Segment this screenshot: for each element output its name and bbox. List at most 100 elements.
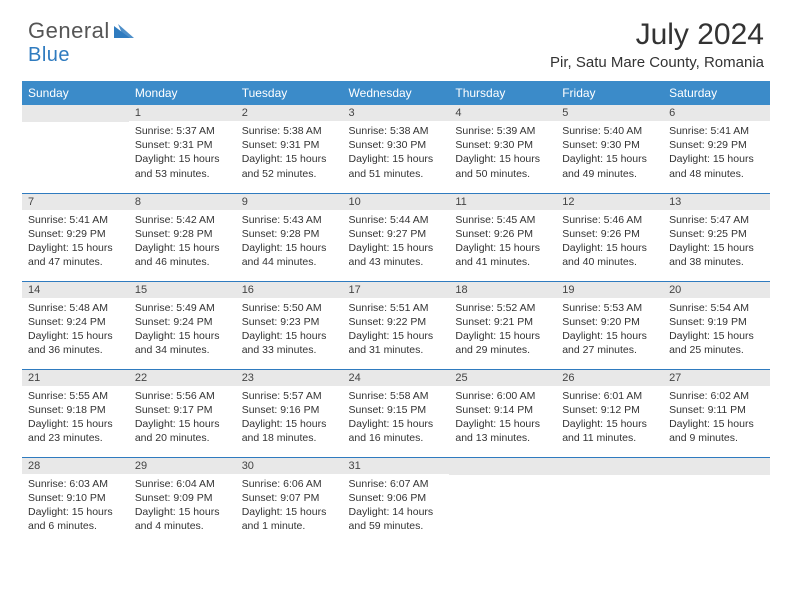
day-number: 4 — [449, 105, 556, 121]
day-number: 16 — [236, 282, 343, 298]
daylight-line: Daylight: 15 hours and 41 minutes. — [455, 241, 550, 269]
sunrise-line: Sunrise: 6:04 AM — [135, 477, 230, 491]
daylight-line: Daylight: 15 hours and 49 minutes. — [562, 152, 657, 180]
sunset-line: Sunset: 9:09 PM — [135, 491, 230, 505]
sunset-line: Sunset: 9:14 PM — [455, 403, 550, 417]
day-number: 20 — [663, 282, 770, 298]
weekday-header: Friday — [556, 81, 663, 105]
day-details: Sunrise: 6:03 AMSunset: 9:10 PMDaylight:… — [22, 474, 129, 538]
calendar-day-cell: 3Sunrise: 5:38 AMSunset: 9:30 PMDaylight… — [343, 105, 450, 193]
sunset-line: Sunset: 9:28 PM — [242, 227, 337, 241]
sunrise-line: Sunrise: 6:06 AM — [242, 477, 337, 491]
calendar-empty-cell — [449, 457, 556, 545]
day-details: Sunrise: 5:39 AMSunset: 9:30 PMDaylight:… — [449, 121, 556, 185]
daylight-line: Daylight: 15 hours and 25 minutes. — [669, 329, 764, 357]
day-number: 27 — [663, 370, 770, 386]
day-number — [22, 105, 129, 122]
calendar-day-cell: 20Sunrise: 5:54 AMSunset: 9:19 PMDayligh… — [663, 281, 770, 369]
day-details: Sunrise: 5:38 AMSunset: 9:30 PMDaylight:… — [343, 121, 450, 185]
daylight-line: Daylight: 15 hours and 1 minute. — [242, 505, 337, 533]
daylight-line: Daylight: 15 hours and 51 minutes. — [349, 152, 444, 180]
day-details: Sunrise: 5:38 AMSunset: 9:31 PMDaylight:… — [236, 121, 343, 185]
daylight-line: Daylight: 15 hours and 6 minutes. — [28, 505, 123, 533]
calendar-day-cell: 22Sunrise: 5:56 AMSunset: 9:17 PMDayligh… — [129, 369, 236, 457]
calendar-week-row: 7Sunrise: 5:41 AMSunset: 9:29 PMDaylight… — [22, 193, 770, 281]
weekday-header: Tuesday — [236, 81, 343, 105]
daylight-line: Daylight: 15 hours and 47 minutes. — [28, 241, 123, 269]
day-number: 31 — [343, 458, 450, 474]
sunset-line: Sunset: 9:06 PM — [349, 491, 444, 505]
sunrise-line: Sunrise: 5:58 AM — [349, 389, 444, 403]
calendar-day-cell: 7Sunrise: 5:41 AMSunset: 9:29 PMDaylight… — [22, 193, 129, 281]
sunrise-line: Sunrise: 5:54 AM — [669, 301, 764, 315]
sunrise-line: Sunrise: 5:49 AM — [135, 301, 230, 315]
day-number: 17 — [343, 282, 450, 298]
day-details: Sunrise: 6:07 AMSunset: 9:06 PMDaylight:… — [343, 474, 450, 538]
calendar-day-cell: 18Sunrise: 5:52 AMSunset: 9:21 PMDayligh… — [449, 281, 556, 369]
calendar-day-cell: 24Sunrise: 5:58 AMSunset: 9:15 PMDayligh… — [343, 369, 450, 457]
daylight-line: Daylight: 14 hours and 59 minutes. — [349, 505, 444, 533]
calendar-week-row: 14Sunrise: 5:48 AMSunset: 9:24 PMDayligh… — [22, 281, 770, 369]
sunset-line: Sunset: 9:18 PM — [28, 403, 123, 417]
daylight-line: Daylight: 15 hours and 13 minutes. — [455, 417, 550, 445]
sunrise-line: Sunrise: 5:38 AM — [349, 124, 444, 138]
daylight-line: Daylight: 15 hours and 43 minutes. — [349, 241, 444, 269]
sunset-line: Sunset: 9:23 PM — [242, 315, 337, 329]
calendar-day-cell: 31Sunrise: 6:07 AMSunset: 9:06 PMDayligh… — [343, 457, 450, 545]
sunrise-line: Sunrise: 6:02 AM — [669, 389, 764, 403]
sunrise-line: Sunrise: 6:01 AM — [562, 389, 657, 403]
title-block: July 2024 Pir, Satu Mare County, Romania — [550, 18, 764, 71]
sunset-line: Sunset: 9:21 PM — [455, 315, 550, 329]
calendar-day-cell: 12Sunrise: 5:46 AMSunset: 9:26 PMDayligh… — [556, 193, 663, 281]
day-number: 23 — [236, 370, 343, 386]
calendar-day-cell: 25Sunrise: 6:00 AMSunset: 9:14 PMDayligh… — [449, 369, 556, 457]
sunrise-line: Sunrise: 5:37 AM — [135, 124, 230, 138]
daylight-line: Daylight: 15 hours and 20 minutes. — [135, 417, 230, 445]
day-details: Sunrise: 5:51 AMSunset: 9:22 PMDaylight:… — [343, 298, 450, 362]
day-details: Sunrise: 5:55 AMSunset: 9:18 PMDaylight:… — [22, 386, 129, 450]
logo-sub: Blue — [28, 44, 70, 67]
daylight-line: Daylight: 15 hours and 31 minutes. — [349, 329, 444, 357]
day-number: 6 — [663, 105, 770, 121]
sunset-line: Sunset: 9:12 PM — [562, 403, 657, 417]
calendar-day-cell: 9Sunrise: 5:43 AMSunset: 9:28 PMDaylight… — [236, 193, 343, 281]
calendar-table: SundayMondayTuesdayWednesdayThursdayFrid… — [22, 81, 770, 545]
day-number: 1 — [129, 105, 236, 121]
daylight-line: Daylight: 15 hours and 52 minutes. — [242, 152, 337, 180]
calendar-day-cell: 16Sunrise: 5:50 AMSunset: 9:23 PMDayligh… — [236, 281, 343, 369]
day-number: 12 — [556, 194, 663, 210]
logo-word-blue: Blue — [28, 44, 70, 66]
day-details: Sunrise: 5:43 AMSunset: 9:28 PMDaylight:… — [236, 210, 343, 274]
logo: General — [28, 18, 138, 44]
daylight-line: Daylight: 15 hours and 29 minutes. — [455, 329, 550, 357]
day-number — [663, 458, 770, 475]
day-number: 29 — [129, 458, 236, 474]
calendar-day-cell: 11Sunrise: 5:45 AMSunset: 9:26 PMDayligh… — [449, 193, 556, 281]
sunrise-line: Sunrise: 5:44 AM — [349, 213, 444, 227]
sunset-line: Sunset: 9:19 PM — [669, 315, 764, 329]
sunrise-line: Sunrise: 5:51 AM — [349, 301, 444, 315]
sunrise-line: Sunrise: 5:55 AM — [28, 389, 123, 403]
page-title: July 2024 — [550, 18, 764, 52]
calendar-day-cell: 21Sunrise: 5:55 AMSunset: 9:18 PMDayligh… — [22, 369, 129, 457]
calendar-head: SundayMondayTuesdayWednesdayThursdayFrid… — [22, 81, 770, 105]
day-details: Sunrise: 5:49 AMSunset: 9:24 PMDaylight:… — [129, 298, 236, 362]
daylight-line: Daylight: 15 hours and 53 minutes. — [135, 152, 230, 180]
calendar-day-cell: 17Sunrise: 5:51 AMSunset: 9:22 PMDayligh… — [343, 281, 450, 369]
day-details: Sunrise: 5:54 AMSunset: 9:19 PMDaylight:… — [663, 298, 770, 362]
day-details: Sunrise: 5:40 AMSunset: 9:30 PMDaylight:… — [556, 121, 663, 185]
day-number: 26 — [556, 370, 663, 386]
sunset-line: Sunset: 9:10 PM — [28, 491, 123, 505]
calendar-empty-cell — [556, 457, 663, 545]
calendar-day-cell: 4Sunrise: 5:39 AMSunset: 9:30 PMDaylight… — [449, 105, 556, 193]
sunrise-line: Sunrise: 6:03 AM — [28, 477, 123, 491]
sunrise-line: Sunrise: 5:43 AM — [242, 213, 337, 227]
day-number: 22 — [129, 370, 236, 386]
sunrise-line: Sunrise: 5:42 AM — [135, 213, 230, 227]
sunrise-line: Sunrise: 5:50 AM — [242, 301, 337, 315]
sunset-line: Sunset: 9:26 PM — [455, 227, 550, 241]
sunrise-line: Sunrise: 5:56 AM — [135, 389, 230, 403]
calendar-day-cell: 30Sunrise: 6:06 AMSunset: 9:07 PMDayligh… — [236, 457, 343, 545]
calendar-week-row: 1Sunrise: 5:37 AMSunset: 9:31 PMDaylight… — [22, 105, 770, 193]
sunrise-line: Sunrise: 5:46 AM — [562, 213, 657, 227]
